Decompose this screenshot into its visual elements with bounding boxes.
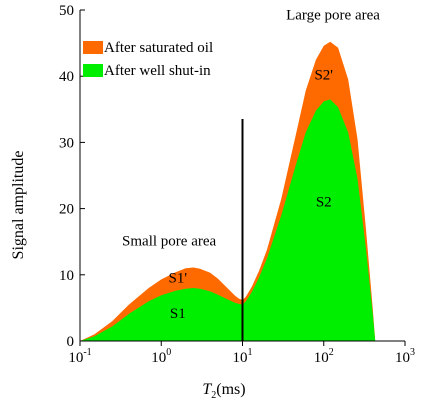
y-tick-label: 50: [59, 3, 74, 19]
annotations: Large pore area Small pore area S2' S1' S2 S1: [122, 7, 380, 322]
x-axis-label-unit: (ms): [216, 381, 245, 398]
x-tick-label: 103: [395, 347, 415, 366]
annotation-label: S2: [316, 195, 332, 211]
annotation-label: Large pore area: [286, 7, 380, 23]
x-tick-label-base: 10: [68, 350, 83, 366]
x-ticks: 10-1 100 101 102 103: [68, 341, 415, 366]
annotation-label: S1': [169, 271, 188, 287]
x-tick-label-exponent: -1: [83, 347, 91, 358]
y-axis-label: Signal amplitude: [10, 151, 27, 260]
y-tick-label: 0: [67, 334, 75, 350]
x-tick-label-exponent: 2: [329, 347, 334, 358]
x-tick-label-exponent: 1: [248, 347, 253, 358]
legend-swatch-oil: [83, 41, 103, 54]
y-ticks: 0 10 20 30 40 50: [59, 3, 85, 350]
x-axis-label-main: T: [202, 381, 212, 398]
x-axis-label-sub: 2: [211, 390, 216, 401]
x-tick-label: 100: [151, 347, 171, 366]
legend-swatch-shut-in: [83, 64, 103, 77]
y-tick-label: 10: [59, 268, 74, 284]
x-tick-label-exponent: 0: [166, 347, 171, 358]
x-tick-label: 101: [233, 347, 253, 366]
x-tick-label: 102: [314, 347, 334, 366]
area-after-well-shut-in: [80, 99, 376, 342]
legend-label-oil: After saturated oil: [104, 40, 213, 56]
x-tick-label-base: 10: [395, 350, 410, 366]
x-tick-label-base: 10: [233, 350, 248, 366]
legend-label-shut-in: After well shut-in: [104, 63, 211, 79]
y-tick-label: 40: [59, 69, 74, 85]
annotation-label: S1: [170, 306, 186, 322]
x-tick-label-exponent: 3: [410, 347, 415, 358]
y-tick-label: 20: [59, 202, 74, 218]
x-tick-label-base: 10: [151, 350, 166, 366]
area-series-group: [80, 41, 376, 342]
y-tick-label: 30: [59, 135, 74, 151]
x-tick-label: 10-1: [68, 347, 91, 366]
x-axis-label: T2(ms): [202, 381, 245, 401]
legend: After saturated oil After well shut-in: [83, 40, 213, 79]
annotation-label: Small pore area: [122, 234, 216, 250]
annotation-label: S2': [314, 68, 333, 84]
x-tick-label-base: 10: [314, 350, 329, 366]
